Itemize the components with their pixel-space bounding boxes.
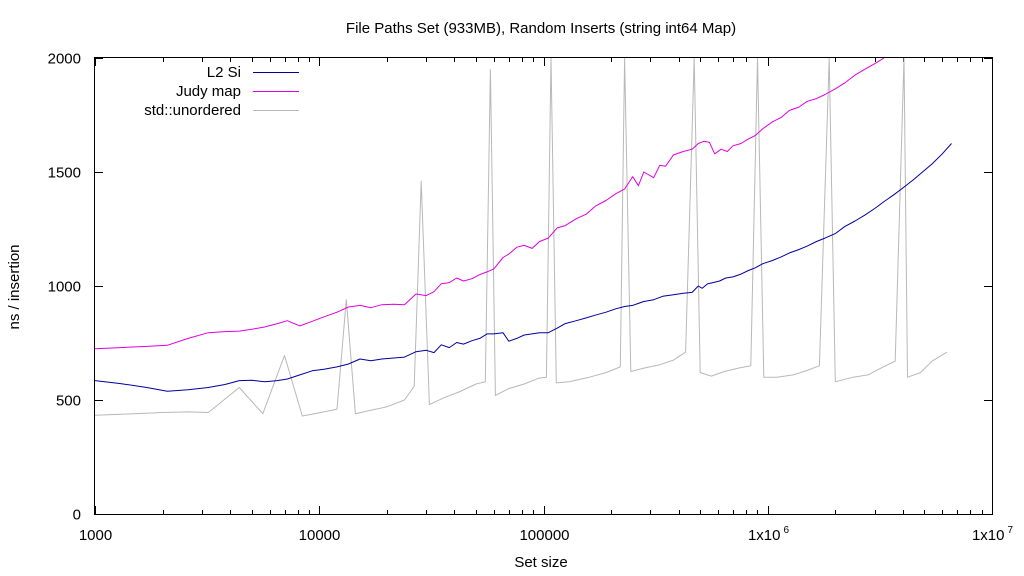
y-axis: 0 500 1000 1500 2000: [48, 51, 992, 524]
y-tick-label: 2000: [48, 51, 81, 68]
x-tick-label: 100000: [519, 527, 569, 544]
x-tick-label: 1x10 7: [972, 525, 1014, 544]
x-axis: 1000 10000 100000 1x10 6 1x10 7: [79, 58, 1014, 544]
x-tick-label-exponent: 6: [783, 525, 789, 536]
y-tick-label: 0: [73, 507, 81, 524]
x-tick-label-base: 1x10: [972, 527, 1005, 544]
x-tick-label-base: 100000: [519, 527, 569, 544]
chart-title: File Paths Set (933MB), Random Inserts (…: [346, 20, 736, 37]
x-tick-label: 1000: [79, 527, 112, 544]
x-tick-label: 10000: [299, 527, 341, 544]
y-tick-label: 1500: [48, 165, 81, 182]
series-line-std-unordered: [95, 58, 948, 417]
x-tick-label-base: 1000: [79, 527, 112, 544]
legend: L2 Si Judy map std::unordered: [144, 64, 299, 119]
series-layer: [95, 58, 952, 417]
legend-label-std-unordered: std::unordered: [144, 102, 241, 119]
x-tick-label: 1x10 6: [748, 525, 790, 544]
y-axis-label: ns / insertion: [6, 244, 23, 329]
series-line-judy-map: [95, 58, 885, 350]
plot-frame: [94, 57, 993, 515]
y-tick-label: 500: [56, 393, 81, 410]
legend-label-judy-map: Judy map: [176, 83, 241, 100]
x-tick-label-base: 1x10: [748, 527, 781, 544]
series-line-l2-si: [95, 143, 952, 392]
y-tick-label: 1000: [48, 279, 81, 296]
x-axis-label: Set size: [514, 554, 567, 571]
legend-label-l2-si: L2 Si: [207, 64, 241, 81]
x-tick-label-exponent: 7: [1007, 525, 1013, 536]
x-tick-label-base: 10000: [299, 527, 341, 544]
